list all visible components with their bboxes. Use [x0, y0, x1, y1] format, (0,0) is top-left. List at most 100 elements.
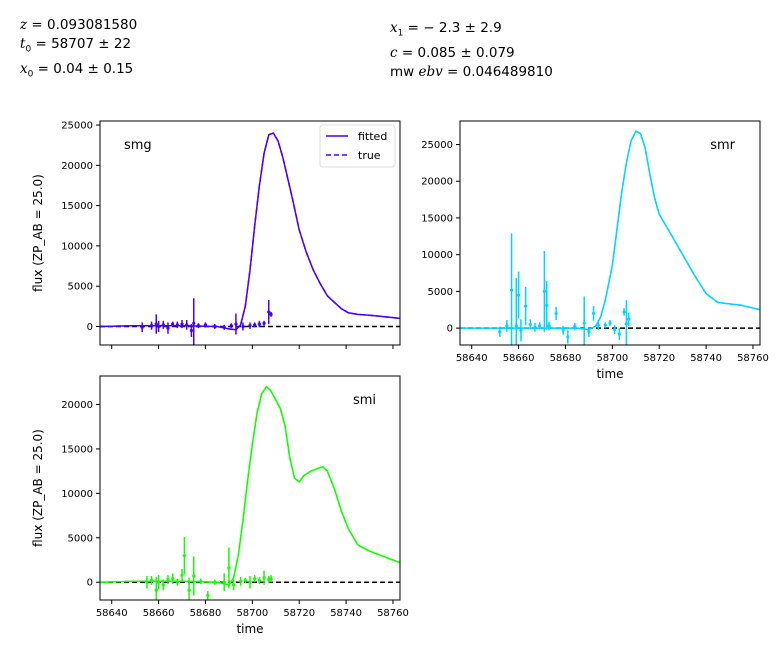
param-t0: t0 = 58707 ± 22 [20, 36, 132, 55]
fitted-line-smr [460, 130, 760, 331]
x-tick-label: 58740 [330, 608, 362, 619]
axes-frame [459, 120, 761, 346]
y-tick-label: 20000 [61, 161, 93, 172]
plot-area-smi [100, 385, 400, 600]
y-tick-label: 5000 [68, 533, 93, 544]
data-point [554, 311, 558, 316]
data-point [516, 293, 521, 297]
data-point [231, 583, 236, 587]
data-point [545, 303, 549, 307]
data-point [519, 328, 523, 332]
x-tick-label: 58680 [190, 608, 222, 619]
data-point [140, 325, 144, 329]
x-tick-label: 58740 [690, 353, 722, 364]
y-tick-label: 10000 [421, 250, 453, 261]
y-tick-label: 25000 [61, 121, 93, 132]
data-point [257, 322, 261, 326]
data-point [182, 553, 186, 558]
true-line-smr [460, 130, 760, 331]
y-tick-label: 0 [87, 578, 93, 589]
data-point [622, 310, 626, 314]
panel-smg: 0 5000 10000 15000 20000 25000 smg flux (ZP_AB … [31, 120, 401, 349]
panel-smi: 0 5000 10000 15000 20000 58640 58660 58680 58700… [31, 375, 409, 636]
data-point [538, 324, 542, 328]
plot-area-smr [460, 130, 760, 345]
x-tick-label: 58660 [143, 608, 175, 619]
fit-parameters-left: z = 0.093081580 t0 = 58707 ± 22 x0 = 0.0… [20, 16, 137, 84]
y-tick-label: 10000 [61, 489, 93, 500]
data-point [267, 310, 271, 314]
data-point [627, 317, 631, 321]
data-point [505, 324, 509, 328]
data-point [608, 321, 612, 325]
data-point [241, 324, 245, 329]
data-point [154, 588, 158, 592]
x-tick-label: 58760 [377, 608, 409, 619]
param-c: c = 0.085 ± 0.079 [390, 44, 515, 61]
y-tick-label: 15000 [61, 444, 93, 455]
axes-frame [99, 375, 401, 601]
y-tick-label: 20000 [421, 177, 453, 188]
x-tick-label: 58640 [96, 608, 128, 619]
data-point [603, 323, 607, 327]
legend-entry: true [358, 149, 381, 162]
band-label-smi: smi [353, 393, 376, 408]
x-tick-label: 58700 [236, 608, 268, 619]
data-point [227, 566, 231, 570]
data-point [269, 577, 273, 581]
panel-smr: 0 5000 10000 15000 20000 25000 58640 58660 58680… [421, 120, 769, 381]
param-x0: x0 = 0.04 ± 0.15 [20, 60, 134, 80]
plot-area-smg [100, 132, 400, 345]
data-point [239, 579, 243, 583]
y-tick-label: 5000 [68, 282, 93, 293]
data-point [189, 328, 194, 333]
data-point [154, 322, 158, 326]
axes-frame [99, 120, 401, 346]
fitted-line-smi [100, 385, 400, 586]
x-tick-label: 58680 [550, 353, 582, 364]
fit-parameters-right: x1 = − 2.3 ± 2.9 c = 0.085 ± 0.079 mw eb… [390, 19, 553, 82]
data-point [248, 324, 252, 328]
data-point [591, 311, 596, 316]
y-tick-label: 20000 [61, 400, 93, 411]
data-point [180, 322, 184, 326]
x-tick-label: 58720 [283, 608, 315, 619]
y-tick-label: 15000 [61, 201, 93, 212]
data-point [262, 576, 266, 580]
data-point [166, 577, 170, 582]
param-x1: x1 = − 2.3 ± 2.9 [390, 20, 502, 39]
data-point [192, 321, 196, 325]
data-point [624, 322, 629, 326]
data-point [253, 323, 257, 327]
data-point [243, 578, 247, 583]
data-point [509, 288, 514, 292]
data-point [262, 321, 266, 325]
y-tick-label: 15000 [421, 213, 453, 224]
data-point [171, 577, 175, 581]
x-tick-label: 58640 [456, 353, 488, 364]
fitted-line-smg [100, 132, 400, 331]
x-tick-label: 58660 [503, 353, 535, 364]
data-point [248, 580, 252, 584]
data-point [187, 588, 191, 592]
data-point [180, 573, 184, 577]
x-axis-label: time [236, 622, 263, 636]
data-point [171, 322, 175, 326]
data-point [582, 321, 586, 325]
param-z: z = 0.093081580 [20, 17, 138, 33]
x-tick-label: 58760 [737, 353, 769, 364]
data-point [587, 330, 591, 334]
y-tick-label: 0 [87, 322, 93, 333]
true-line-smi [100, 385, 400, 586]
data-point [617, 332, 621, 336]
param-mwebv: mw ebv = 0.046489810 [390, 63, 553, 80]
data-point [547, 324, 551, 328]
data-point [161, 583, 165, 587]
x-axis-label: time [596, 367, 623, 381]
data-point [613, 327, 617, 332]
data-point [229, 324, 233, 328]
x-tick-label: 58720 [643, 353, 675, 364]
y-tick-label: 10000 [61, 241, 93, 252]
data-point [498, 330, 502, 334]
legend-entry: fitted [358, 130, 387, 143]
